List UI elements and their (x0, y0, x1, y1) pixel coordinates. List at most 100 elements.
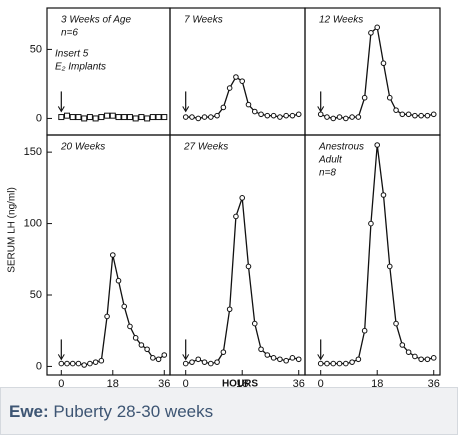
data-point (430, 355, 437, 361)
y-axis-label: SERUM LH (ng/ml) (7, 187, 18, 273)
data-point (201, 359, 208, 365)
data-point (98, 114, 105, 121)
data-point (336, 360, 343, 367)
data-point (264, 112, 271, 119)
data-point (195, 356, 202, 363)
data-point (386, 263, 393, 270)
y-tick-label: 50 (30, 43, 42, 55)
data-point (386, 94, 393, 101)
data-point (115, 114, 122, 121)
data-point (58, 114, 65, 121)
x-tick-label: 36 (428, 378, 440, 387)
caption-bold: Ewe: (9, 402, 49, 421)
data-point (380, 60, 387, 67)
data-point (393, 107, 399, 113)
data-point (182, 114, 189, 120)
data-point (226, 85, 233, 91)
data-point (336, 114, 343, 120)
data-point (182, 360, 189, 367)
annotation: 7 Weeks (184, 15, 223, 26)
data-line (320, 144, 434, 365)
data-point (295, 356, 302, 363)
annotation: E₂ Implants (55, 62, 106, 73)
data-point (214, 359, 220, 365)
annotation: 27 Weeks (183, 142, 228, 153)
data-point (144, 115, 151, 122)
data-point (189, 359, 195, 365)
y-tick-label: 0 (36, 360, 42, 372)
data-point (258, 111, 264, 118)
data-point (424, 112, 431, 119)
data-point (69, 360, 76, 367)
data-point (399, 342, 406, 348)
data-point (424, 356, 431, 363)
annotation: 20 Weeks (60, 142, 105, 153)
data-point (418, 356, 424, 363)
arrow-head (317, 354, 325, 361)
data-point (201, 114, 208, 120)
caption: Ewe: Puberty 28-30 weeks (0, 387, 458, 435)
data-point (239, 195, 246, 201)
data-point (75, 360, 82, 367)
x-tick-label: 0 (58, 378, 64, 387)
figure: SERUM LH (ng/ml) HOURS 0 50 3 Weeks of Age… (7, 7, 441, 390)
x-tick-label: 36 (293, 378, 305, 387)
data-point (121, 114, 128, 121)
caption-text: Puberty 28-30 weeks (53, 402, 214, 421)
data-point (405, 349, 412, 355)
data-point (144, 346, 150, 353)
x-tick-label: 0 (183, 378, 189, 387)
data-point (270, 112, 277, 119)
data-point (81, 115, 88, 122)
x-tick-label: 18 (371, 378, 383, 387)
data-point (115, 277, 122, 284)
data-point (418, 112, 424, 119)
data-point (412, 353, 418, 360)
data-point (317, 111, 324, 118)
data-point (324, 360, 330, 367)
data-point (343, 360, 349, 367)
data-point (75, 114, 82, 121)
x-tick-label: 18 (107, 378, 119, 387)
y-tick-label: 50 (30, 289, 42, 301)
data-point (361, 327, 368, 334)
data-point (277, 356, 283, 363)
data-point (149, 114, 156, 121)
x-axis-label: HOURS (222, 379, 258, 387)
data-point (150, 355, 156, 361)
annotation: Insert 5 (55, 49, 89, 60)
data-point (109, 112, 116, 119)
data-point (245, 263, 252, 270)
data-point (283, 357, 289, 364)
data-point (98, 357, 105, 364)
data-point (380, 192, 387, 198)
data-point (399, 111, 406, 118)
annotation: n=8 (319, 168, 336, 179)
data-point (155, 356, 162, 363)
data-point (355, 114, 362, 120)
panel-frame (304, 134, 441, 376)
data-point (283, 112, 289, 119)
data-point (251, 320, 258, 327)
annotation: n=6 (61, 28, 78, 39)
data-point (245, 101, 252, 108)
data-point (64, 112, 71, 119)
data-point (161, 114, 168, 121)
data-point (220, 349, 227, 355)
data-point (161, 352, 168, 358)
x-tick-label: 0 (318, 378, 324, 387)
data-point (368, 220, 374, 227)
x-tick-label: 18 (236, 378, 248, 387)
y-tick-label: 0 (36, 112, 42, 124)
data-line (185, 197, 299, 365)
data-point (155, 114, 162, 121)
data-point (233, 74, 239, 80)
y-tick-label: 150 (24, 146, 42, 158)
data-point (121, 303, 128, 310)
arrow-head (57, 106, 65, 113)
data-point (64, 360, 70, 367)
data-point (208, 114, 214, 120)
data-point (239, 78, 246, 84)
data-point (69, 114, 76, 121)
